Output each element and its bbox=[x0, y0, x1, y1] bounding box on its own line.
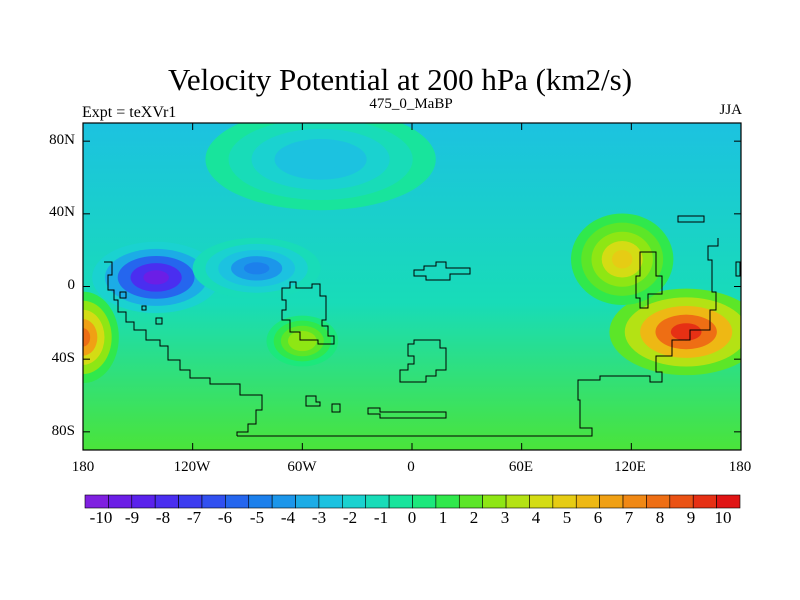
coastline-india bbox=[399, 339, 447, 383]
coastline-island-pacific-2 bbox=[141, 305, 147, 311]
colorbar-box bbox=[84, 494, 109, 509]
colorbar-label: -9 bbox=[124, 508, 140, 527]
colorbar-label: -2 bbox=[342, 508, 358, 527]
colorbar-box bbox=[505, 494, 530, 509]
x-tick-label: 180 bbox=[728, 459, 752, 475]
period-label: 475_0_MaBP bbox=[369, 96, 453, 112]
field-contour bbox=[143, 270, 169, 285]
coastline-africa bbox=[281, 281, 335, 345]
colorbar-label: 9 bbox=[686, 508, 696, 527]
field-anomaly bbox=[192, 237, 321, 299]
field-contour bbox=[670, 323, 702, 341]
coastline-island-pacific-1 bbox=[119, 291, 127, 299]
colorbar-label: -5 bbox=[249, 508, 265, 527]
colorbar-box bbox=[365, 494, 390, 509]
colorbar-box bbox=[225, 494, 250, 509]
experiment-label: Expt = teXVr1 bbox=[82, 104, 177, 121]
coastline-se-asia bbox=[635, 251, 663, 309]
colorbar-box bbox=[552, 494, 577, 509]
x-tick-label: 120W bbox=[173, 459, 211, 475]
colorbar-label: 4 bbox=[531, 508, 541, 527]
colorbar-box bbox=[295, 494, 320, 509]
y-tick-label: 0 bbox=[67, 277, 76, 293]
coastlines bbox=[104, 215, 741, 437]
colorbar-box bbox=[622, 494, 647, 509]
field-anomaly bbox=[205, 123, 436, 211]
coastline-antarctic-ridge bbox=[367, 407, 447, 419]
colorbar-label: 0 bbox=[407, 508, 417, 527]
colorbar-box bbox=[692, 494, 717, 509]
colorbar-label: -10 bbox=[89, 508, 113, 527]
colorbar-box bbox=[388, 494, 413, 509]
colorbar-label: 6 bbox=[593, 508, 603, 527]
field-anomaly bbox=[92, 241, 221, 314]
coastline-japan bbox=[677, 215, 705, 223]
colorbar-box bbox=[318, 494, 343, 509]
field-contour bbox=[295, 335, 310, 347]
x-tick-label: 60E bbox=[508, 459, 534, 475]
colorbar-box bbox=[271, 494, 296, 509]
colorbar-label: 8 bbox=[655, 508, 665, 527]
colorbar-label: 7 bbox=[624, 508, 634, 527]
field-anomaly bbox=[83, 291, 119, 384]
colorbar-box bbox=[342, 494, 367, 509]
y-tick-label: 80S bbox=[51, 423, 75, 439]
coastline-island-pacific-3 bbox=[155, 317, 163, 325]
coastline-south-america-east bbox=[237, 238, 719, 437]
field-contour bbox=[83, 328, 91, 347]
colorbar-box bbox=[669, 494, 694, 509]
field-contour bbox=[243, 262, 270, 275]
field-anomaly bbox=[571, 213, 674, 306]
colorbar-box bbox=[646, 494, 671, 509]
x-tick-label: 60W bbox=[287, 459, 317, 475]
coastline-antarctic-small bbox=[331, 403, 341, 413]
map-title: Velocity Potential at 200 hPa (km2/s) bbox=[167, 62, 633, 97]
colorbar bbox=[84, 494, 741, 509]
colorbar-box bbox=[412, 494, 437, 509]
velocity-potential-field bbox=[83, 123, 741, 450]
colorbar-box bbox=[248, 494, 273, 509]
colorbar-label: -3 bbox=[311, 508, 327, 527]
colorbar-label: 1 bbox=[438, 508, 448, 527]
season-label: JJA bbox=[719, 102, 742, 118]
colorbar-label: 2 bbox=[469, 508, 479, 527]
y-tick-label: 80N bbox=[49, 132, 75, 148]
x-tick-label: 0 bbox=[407, 459, 415, 475]
field-contour bbox=[297, 149, 344, 170]
axis-ticks bbox=[82, 123, 742, 450]
coastline-americas-west bbox=[104, 261, 263, 436]
colorbar-box bbox=[529, 494, 554, 509]
y-tick-label: 40S bbox=[51, 350, 75, 366]
x-tick-label: 120E bbox=[614, 459, 646, 475]
colorbar-box bbox=[131, 494, 156, 509]
coastline-island-east bbox=[735, 261, 741, 277]
field-anomaly bbox=[609, 288, 741, 376]
colorbar-box bbox=[482, 494, 507, 509]
colorbar-box bbox=[435, 494, 460, 509]
field-anomaly bbox=[266, 315, 339, 367]
colorbar-box bbox=[599, 494, 624, 509]
colorbar-box bbox=[458, 494, 483, 509]
coastline-antarctic-pen bbox=[305, 395, 321, 407]
coastline-arabia bbox=[413, 261, 471, 281]
x-tick-label: 180 bbox=[71, 459, 95, 475]
colorbar-box bbox=[108, 494, 133, 509]
colorbar-label: -1 bbox=[373, 508, 389, 527]
field-contour bbox=[611, 250, 633, 269]
colorbar-box bbox=[154, 494, 179, 509]
colorbar-box bbox=[178, 494, 203, 509]
colorbar-label: 10 bbox=[714, 508, 732, 527]
colorbar-label: -8 bbox=[155, 508, 171, 527]
colorbar-label: 3 bbox=[500, 508, 510, 527]
y-tick-label: 40N bbox=[49, 204, 75, 220]
colorbar-label: -6 bbox=[217, 508, 233, 527]
colorbar-box bbox=[716, 494, 741, 509]
colorbar-label: -7 bbox=[186, 508, 202, 527]
colorbar-box bbox=[201, 494, 226, 509]
colorbar-label: 5 bbox=[562, 508, 572, 527]
colorbar-box bbox=[575, 494, 600, 509]
colorbar-label: -4 bbox=[280, 508, 296, 527]
